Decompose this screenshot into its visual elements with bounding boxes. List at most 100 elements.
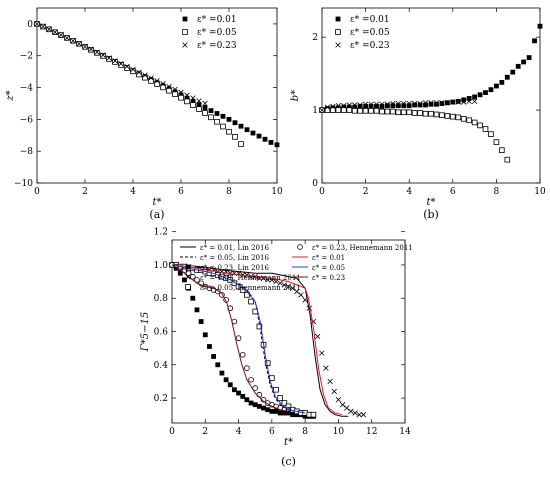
series-0-point <box>461 97 467 103</box>
series-3-point <box>352 410 358 416</box>
panel-b-ylabel: b* <box>290 90 301 101</box>
series-2-point <box>406 100 412 107</box>
series-2-point <box>177 270 183 276</box>
series-1-point <box>390 108 396 115</box>
series-2-point <box>178 89 184 96</box>
series-0-point <box>434 101 439 107</box>
panel-a-ylabel: z* <box>5 90 16 101</box>
series-2-point <box>471 98 478 105</box>
series-2-point <box>223 377 229 383</box>
series-2-point <box>219 370 225 376</box>
panel-a-xlabel: t* <box>152 197 161 208</box>
series-5-point <box>256 391 263 398</box>
series-2-point <box>100 52 106 58</box>
series-1-point <box>330 107 336 113</box>
series-2-point <box>182 277 187 283</box>
series-0-point <box>417 102 423 108</box>
series-2-point <box>118 60 124 67</box>
series-3-point <box>314 333 321 340</box>
series-1-point <box>238 141 244 147</box>
series-2-point <box>444 100 451 106</box>
series-3-point <box>339 402 346 408</box>
series-2-point <box>277 410 283 416</box>
series-5-point <box>190 273 196 280</box>
series-0-point <box>439 101 445 106</box>
series-3-point <box>289 285 296 291</box>
series-2-point <box>76 40 82 47</box>
x-tick-label: 6 <box>269 427 275 437</box>
series-1-point <box>411 110 418 116</box>
series-3-point <box>244 272 250 278</box>
series-1-point <box>154 81 160 87</box>
series-5-point <box>185 270 192 277</box>
series-1-point <box>160 84 166 91</box>
legend-label: ε* = 0.23 <box>312 274 345 282</box>
x-tick-label: 2 <box>363 187 369 197</box>
x-tick-label: 8 <box>226 187 232 197</box>
series-2-point <box>439 100 445 106</box>
series-1-point <box>488 131 494 137</box>
series-1-point <box>504 156 511 163</box>
x-tick-label: 6 <box>178 187 184 197</box>
series-0-point <box>341 104 347 110</box>
series-0-point <box>504 74 510 80</box>
series-1-point <box>340 107 347 113</box>
panel-c-ticks: 0 2 4 6 8 10 12 14 0.2 0.4 0.6 0.8 1.0 1.2 <box>154 228 411 437</box>
series-2-point <box>202 332 208 338</box>
y-tick-label: 0.2 <box>154 394 168 404</box>
series-4-point <box>310 411 317 418</box>
series-2-point <box>190 95 196 101</box>
series-3-point <box>335 397 342 403</box>
panel-b-legend: ε* =0.01 ε* =0.05 ε* =0.23 <box>335 15 390 51</box>
series-2-point <box>196 98 202 104</box>
series-2-point <box>302 413 308 419</box>
series-1-point <box>94 50 100 56</box>
series-2-point <box>211 354 217 359</box>
legend-marker <box>182 42 188 48</box>
series-0-point <box>401 103 407 109</box>
series-2-point <box>265 407 271 413</box>
series-1-point <box>106 56 112 62</box>
series-2-point <box>346 102 352 108</box>
series-3-point <box>344 405 350 411</box>
series-1-point <box>346 107 353 113</box>
series-2-point <box>58 32 64 38</box>
series-0-point <box>352 104 358 110</box>
series-2-point <box>148 75 154 81</box>
series-0-point <box>521 59 527 65</box>
series-0-point <box>214 111 220 116</box>
legend-marker <box>185 264 191 270</box>
series-2-point <box>172 86 178 93</box>
series-0-point <box>499 79 505 85</box>
series-0-point <box>232 120 238 126</box>
series-1-point <box>406 109 412 116</box>
series-2-point <box>269 408 275 414</box>
series-2-point <box>401 100 407 107</box>
series-0-point <box>274 142 280 148</box>
series-1-point <box>172 91 178 98</box>
series-2-point <box>335 103 342 109</box>
series-3-point <box>294 288 300 295</box>
y-tick-label: 1.2 <box>154 228 168 238</box>
series-1-point <box>112 59 118 65</box>
y-tick-label: 0 <box>312 179 318 189</box>
series-5-point <box>219 292 225 298</box>
series-3-point <box>285 283 292 290</box>
series-2-point <box>112 58 118 64</box>
x-tick-label: 8 <box>302 427 308 437</box>
series-4-point <box>281 400 288 406</box>
series-1-point <box>444 113 451 119</box>
legend-marker <box>297 244 303 250</box>
series-0-point <box>532 38 537 44</box>
legend-marker <box>182 16 188 22</box>
series-2-point <box>252 402 258 408</box>
y-tick-label: −2 <box>20 52 33 62</box>
series-0-point <box>412 102 418 108</box>
series-0-point <box>494 83 499 89</box>
series-1-point <box>379 108 385 115</box>
series-1-point <box>190 102 196 108</box>
legend-label: ε* = 0.05 <box>312 264 345 272</box>
series-1-point <box>202 110 208 116</box>
series-0-point <box>178 92 184 98</box>
series-2-point <box>142 72 148 78</box>
